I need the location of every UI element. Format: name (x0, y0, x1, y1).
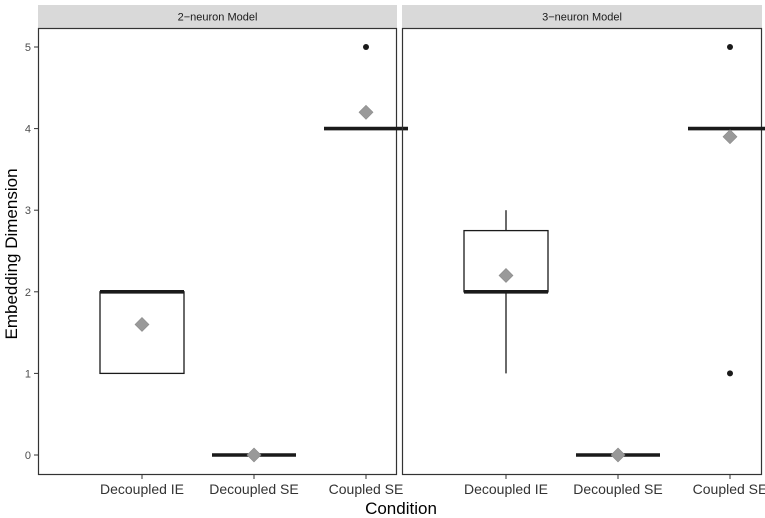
facet-title: 3−neuron Model (542, 12, 622, 24)
x-tick-label: Decoupled SE (209, 481, 299, 497)
box (99, 291, 185, 375)
facet-strip (402, 5, 762, 28)
outlier-point (727, 370, 733, 377)
x-tick-label: Decoupled SE (573, 481, 663, 497)
x-tick-label: Decoupled IE (464, 481, 548, 497)
y-tick-label: 1 (25, 368, 31, 380)
facet-title: 2−neuron Model (178, 12, 258, 24)
outlier-point (727, 44, 733, 50)
x-tick-label: Decoupled IE (100, 481, 184, 497)
panel-border (37, 27, 398, 476)
y-tick-label: 4 (25, 124, 31, 136)
x-tick-label: Coupled SE (693, 481, 765, 497)
facet-strip (38, 5, 397, 28)
outlier-point (363, 44, 369, 50)
mean-marker (134, 317, 150, 332)
x-axis-title: Condition (365, 499, 437, 518)
mean-marker (358, 104, 374, 120)
mean-marker (498, 268, 514, 283)
y-tick-label: 5 (25, 42, 31, 54)
x-tick-label: Coupled SE (329, 481, 404, 497)
y-tick-label: 0 (25, 450, 31, 462)
mean-marker (246, 447, 262, 463)
y-tick-label: 2 (25, 287, 31, 299)
mean-marker (610, 447, 626, 463)
panel-border (401, 27, 763, 476)
y-axis-title: Embedding Dimension (2, 168, 21, 339)
mean-marker (722, 129, 738, 145)
y-tick-label: 3 (25, 205, 31, 217)
